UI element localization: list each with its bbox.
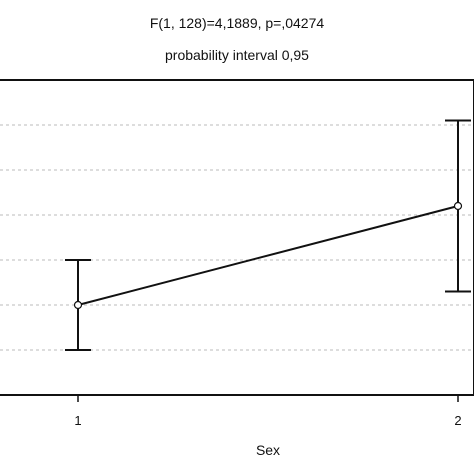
data-point-1 bbox=[73, 300, 83, 310]
x-tick-label-2: 2 bbox=[454, 413, 461, 428]
data-point-2 bbox=[453, 201, 463, 211]
grid-lines bbox=[0, 124, 474, 351]
data-points bbox=[73, 201, 463, 310]
error-bars bbox=[65, 119, 471, 351]
chart-subtitle: probability interval 0,95 bbox=[165, 47, 309, 63]
x-tick-label-1: 1 bbox=[74, 413, 81, 428]
x-axis-label: Sex bbox=[256, 442, 280, 458]
series-lines bbox=[77, 205, 459, 306]
chart-title: F(1, 128)=4,1889, p=,04274 bbox=[149, 15, 325, 31]
plot-frame bbox=[0, 79, 474, 396]
series-line bbox=[77, 205, 459, 306]
